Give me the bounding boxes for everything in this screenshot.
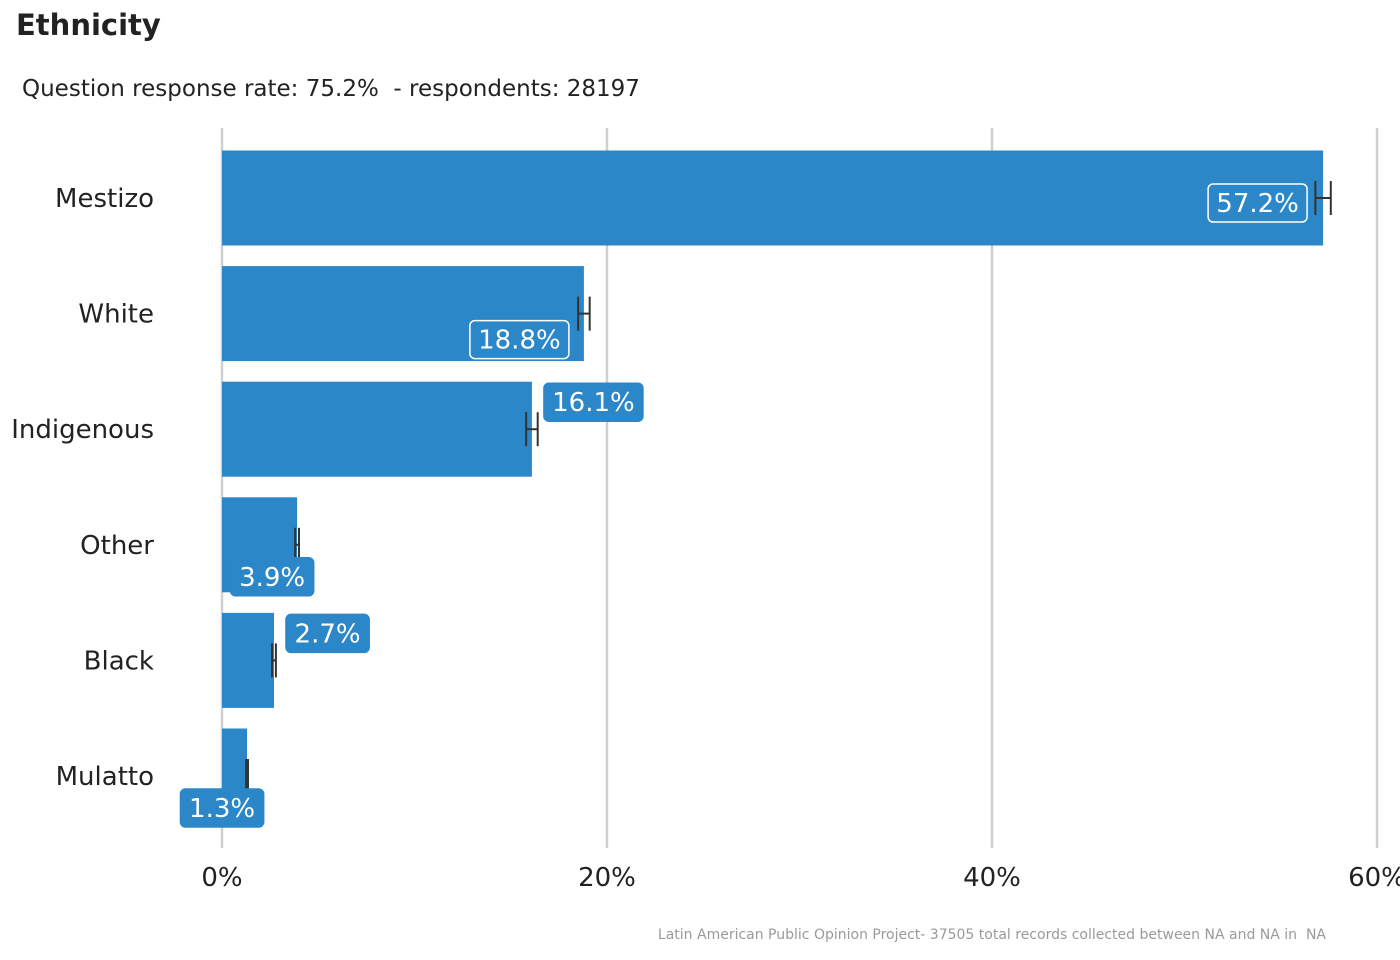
category-label: Black (84, 646, 154, 676)
bars (222, 150, 1324, 824)
category-label: Mestizo (55, 184, 154, 214)
x-axis-ticks: 0% 20% 40% 60% (201, 863, 1400, 893)
value-label: 2.7% (285, 613, 370, 654)
error-bar (245, 759, 249, 793)
bar (222, 381, 532, 477)
error-bar (294, 527, 300, 562)
category-label: Other (80, 531, 154, 561)
x-tick-label: 40% (963, 863, 1021, 893)
error-bar (1314, 181, 1332, 215)
bar (222, 612, 274, 708)
value-label: 57.2% (1207, 183, 1308, 223)
value-label-text: 3.9% (239, 563, 305, 593)
category-label: Mulatto (56, 762, 154, 792)
value-label-text: 57.2% (1216, 189, 1299, 219)
error-bar (271, 643, 277, 678)
chart-caption: Latin American Public Opinion Project- 3… (657, 927, 1326, 943)
category-label: White (78, 300, 154, 330)
value-label-text: 2.7% (295, 619, 361, 649)
bar (222, 150, 1324, 246)
error-bar (525, 412, 539, 447)
x-tick-label: 60% (1348, 863, 1400, 893)
chart-title: Ethnicity (16, 8, 161, 42)
gridlines (220, 128, 1379, 848)
chart-subtitle: Question response rate: 75.2% - responde… (22, 76, 640, 102)
category-labels: Mestizo White Indigenous Other Black Mulatto (11, 184, 154, 792)
value-label-text: 18.8% (478, 326, 561, 356)
error-bars (245, 181, 1332, 793)
value-label: 3.9% (229, 557, 315, 597)
value-labels: 57.2% 18.8% 16.1% 3.9% 2.7% 1.3% (179, 183, 1308, 828)
value-label: 18.8% (469, 319, 570, 360)
x-tick-label: 20% (578, 863, 636, 893)
value-label: 1.3% (179, 788, 265, 828)
category-label: Indigenous (11, 415, 154, 445)
value-label: 16.1% (543, 382, 644, 422)
value-label-text: 16.1% (552, 388, 635, 418)
x-tick-label: 0% (201, 863, 242, 893)
value-label-text: 1.3% (189, 794, 255, 824)
error-bar (577, 296, 591, 331)
